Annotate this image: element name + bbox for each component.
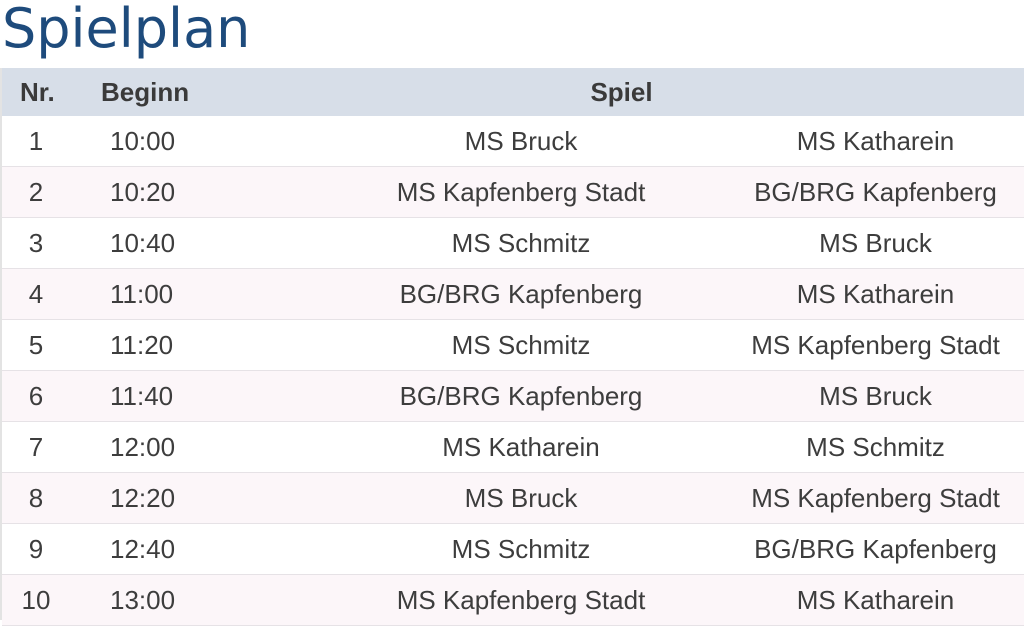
cell-away-team: BG/BRG Kapfenberg [754, 533, 997, 564]
schedule-table: Nr. Beginn Spiel 1 10:00 MS Bruck MS Kat… [2, 68, 1024, 626]
left-border [0, 68, 2, 620]
cell-home-team: MS Schmitz [451, 227, 591, 258]
cell-away-team: MS Kapfenberg Stadt [751, 329, 1000, 360]
cell-away-team: MS Katharein [796, 278, 955, 309]
table-row: 10 13:00 MS Kapfenberg Stadt MS Katharei… [2, 574, 1024, 626]
cell-nr: 7 [28, 431, 44, 462]
cell-nr: 8 [28, 482, 44, 513]
cell-nr: 4 [28, 278, 44, 309]
cell-home-team: MS Schmitz [451, 329, 591, 360]
cell-away-team: MS Katharein [796, 584, 955, 615]
cell-away-team: MS Kapfenberg Stadt [751, 482, 1000, 513]
table-row: 8 12:20 MS Bruck MS Kapfenberg Stadt [2, 472, 1024, 524]
cell-nr: 2 [28, 176, 44, 207]
column-header-spiel: Spiel [590, 76, 653, 107]
cell-home-team: MS Kapfenberg Stadt [396, 584, 646, 615]
cell-home-team: MS Bruck [464, 125, 578, 156]
table-row: 2 10:20 MS Kapfenberg Stadt BG/BRG Kapfe… [2, 166, 1024, 218]
table-header: Nr. Beginn Spiel [2, 68, 1024, 116]
cell-beginn: 12:20 [110, 482, 176, 513]
cell-away-team: BG/BRG Kapfenberg [754, 176, 997, 207]
cell-beginn: 11:40 [110, 380, 174, 411]
cell-nr: 3 [28, 227, 44, 258]
table-row: 4 11:00 BG/BRG Kapfenberg MS Katharein [2, 268, 1024, 320]
table-row: 6 11:40 BG/BRG Kapfenberg MS Bruck [2, 370, 1024, 422]
table-body: 1 10:00 MS Bruck MS Katharein 2 10:20 MS… [2, 116, 1024, 626]
cell-beginn: 11:00 [110, 278, 174, 309]
cell-beginn: 12:00 [110, 431, 176, 462]
cell-nr: 9 [28, 533, 44, 564]
page-title: Spielplan [2, 0, 251, 60]
header-row: Nr. Beginn Spiel [2, 68, 1024, 116]
cell-home-team: MS Schmitz [451, 533, 591, 564]
table-row: 5 11:20 MS Schmitz MS Kapfenberg Stadt [2, 319, 1024, 371]
cell-beginn: 10:00 [110, 125, 176, 156]
column-header-nr: Nr. [20, 76, 55, 107]
cell-beginn: 13:00 [110, 584, 176, 615]
table-row: 3 10:40 MS Schmitz MS Bruck [2, 217, 1024, 269]
table-row: 9 12:40 MS Schmitz BG/BRG Kapfenberg [2, 523, 1024, 575]
cell-beginn: 12:40 [110, 533, 176, 564]
table-row: 1 10:00 MS Bruck MS Katharein [2, 116, 1024, 167]
cell-nr: 6 [28, 380, 44, 411]
cell-away-team: MS Bruck [819, 380, 932, 411]
cell-nr: 5 [28, 329, 44, 360]
cell-home-team: BG/BRG Kapfenberg [399, 380, 643, 411]
cell-away-team: MS Katharein [796, 125, 955, 156]
cell-home-team: BG/BRG Kapfenberg [399, 278, 643, 309]
cell-beginn: 11:20 [110, 329, 174, 360]
cell-home-team: MS Kapfenberg Stadt [396, 176, 646, 207]
cell-away-team: MS Schmitz [806, 431, 945, 462]
column-header-beginn: Beginn [101, 76, 190, 107]
cell-home-team: MS Katharein [442, 431, 600, 462]
cell-away-team: MS Bruck [819, 227, 932, 258]
cell-home-team: MS Bruck [464, 482, 578, 513]
cell-beginn: 10:20 [110, 176, 176, 207]
cell-nr: 10 [21, 584, 51, 615]
cell-nr: 1 [28, 125, 44, 156]
cell-beginn: 10:40 [110, 227, 176, 258]
table-row: 7 12:00 MS Katharein MS Schmitz [2, 421, 1024, 473]
